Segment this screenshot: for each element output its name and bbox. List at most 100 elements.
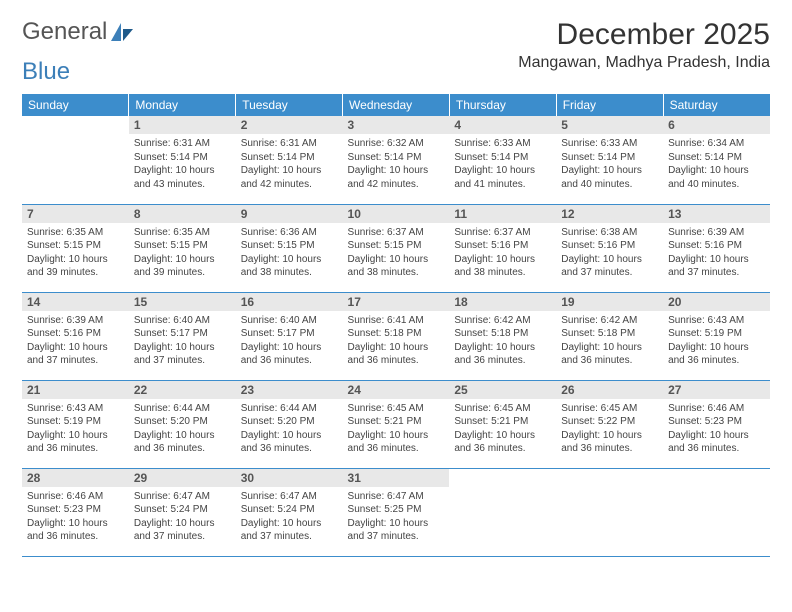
day-detail: Sunrise: 6:46 AMSunset: 5:23 PMDaylight:…: [663, 399, 770, 459]
day-detail: Sunrise: 6:40 AMSunset: 5:17 PMDaylight:…: [236, 311, 343, 371]
calendar-cell: 26Sunrise: 6:45 AMSunset: 5:22 PMDayligh…: [556, 380, 663, 468]
day-detail: Sunrise: 6:32 AMSunset: 5:14 PMDaylight:…: [343, 134, 450, 194]
weekday-saturday: Saturday: [663, 94, 770, 116]
day-detail: Sunrise: 6:33 AMSunset: 5:14 PMDaylight:…: [449, 134, 556, 194]
day-number: 20: [663, 293, 770, 311]
calendar-cell: 22Sunrise: 6:44 AMSunset: 5:20 PMDayligh…: [129, 380, 236, 468]
day-number: 28: [22, 469, 129, 487]
day-detail: Sunrise: 6:45 AMSunset: 5:22 PMDaylight:…: [556, 399, 663, 459]
calendar-cell: 13Sunrise: 6:39 AMSunset: 5:16 PMDayligh…: [663, 204, 770, 292]
day-number: 24: [343, 381, 450, 399]
weekday-thursday: Thursday: [449, 94, 556, 116]
calendar-body: ..1Sunrise: 6:31 AMSunset: 5:14 PMDaylig…: [22, 116, 770, 556]
calendar-cell: 7Sunrise: 6:35 AMSunset: 5:15 PMDaylight…: [22, 204, 129, 292]
day-number: 6: [663, 116, 770, 134]
day-number: 3: [343, 116, 450, 134]
calendar-cell: 10Sunrise: 6:37 AMSunset: 5:15 PMDayligh…: [343, 204, 450, 292]
day-number: 16: [236, 293, 343, 311]
day-detail: Sunrise: 6:38 AMSunset: 5:16 PMDaylight:…: [556, 223, 663, 283]
day-number: 4: [449, 116, 556, 134]
day-detail: Sunrise: 6:44 AMSunset: 5:20 PMDaylight:…: [236, 399, 343, 459]
day-detail: Sunrise: 6:46 AMSunset: 5:23 PMDaylight:…: [22, 487, 129, 547]
day-number: 5: [556, 116, 663, 134]
calendar-cell: ..: [449, 468, 556, 556]
day-detail: Sunrise: 6:40 AMSunset: 5:17 PMDaylight:…: [129, 311, 236, 371]
calendar-cell: 27Sunrise: 6:46 AMSunset: 5:23 PMDayligh…: [663, 380, 770, 468]
day-number: 26: [556, 381, 663, 399]
sail-icon: [109, 21, 135, 43]
calendar-cell: ..: [663, 468, 770, 556]
day-detail: Sunrise: 6:42 AMSunset: 5:18 PMDaylight:…: [449, 311, 556, 371]
day-number: 2: [236, 116, 343, 134]
day-detail: Sunrise: 6:42 AMSunset: 5:18 PMDaylight:…: [556, 311, 663, 371]
day-detail: Sunrise: 6:43 AMSunset: 5:19 PMDaylight:…: [22, 399, 129, 459]
calendar-table: SundayMondayTuesdayWednesdayThursdayFrid…: [22, 94, 770, 557]
calendar-cell: 15Sunrise: 6:40 AMSunset: 5:17 PMDayligh…: [129, 292, 236, 380]
day-detail: Sunrise: 6:41 AMSunset: 5:18 PMDaylight:…: [343, 311, 450, 371]
calendar-cell: 18Sunrise: 6:42 AMSunset: 5:18 PMDayligh…: [449, 292, 556, 380]
calendar-cell: 21Sunrise: 6:43 AMSunset: 5:19 PMDayligh…: [22, 380, 129, 468]
calendar-cell: 23Sunrise: 6:44 AMSunset: 5:20 PMDayligh…: [236, 380, 343, 468]
calendar-row: 7Sunrise: 6:35 AMSunset: 5:15 PMDaylight…: [22, 204, 770, 292]
day-number: 14: [22, 293, 129, 311]
day-detail: Sunrise: 6:35 AMSunset: 5:15 PMDaylight:…: [129, 223, 236, 283]
calendar-cell: 8Sunrise: 6:35 AMSunset: 5:15 PMDaylight…: [129, 204, 236, 292]
day-detail: Sunrise: 6:36 AMSunset: 5:15 PMDaylight:…: [236, 223, 343, 283]
day-number: 8: [129, 205, 236, 223]
calendar-cell: 30Sunrise: 6:47 AMSunset: 5:24 PMDayligh…: [236, 468, 343, 556]
weekday-monday: Monday: [129, 94, 236, 116]
day-number: 29: [129, 469, 236, 487]
day-number: 11: [449, 205, 556, 223]
calendar-cell: 3Sunrise: 6:32 AMSunset: 5:14 PMDaylight…: [343, 116, 450, 204]
calendar-cell: 6Sunrise: 6:34 AMSunset: 5:14 PMDaylight…: [663, 116, 770, 204]
calendar-cell: 28Sunrise: 6:46 AMSunset: 5:23 PMDayligh…: [22, 468, 129, 556]
day-detail: Sunrise: 6:31 AMSunset: 5:14 PMDaylight:…: [236, 134, 343, 194]
weekday-wednesday: Wednesday: [343, 94, 450, 116]
day-detail: Sunrise: 6:37 AMSunset: 5:16 PMDaylight:…: [449, 223, 556, 283]
day-detail: Sunrise: 6:44 AMSunset: 5:20 PMDaylight:…: [129, 399, 236, 459]
calendar-cell: 5Sunrise: 6:33 AMSunset: 5:14 PMDaylight…: [556, 116, 663, 204]
calendar-cell: 17Sunrise: 6:41 AMSunset: 5:18 PMDayligh…: [343, 292, 450, 380]
calendar-cell: 4Sunrise: 6:33 AMSunset: 5:14 PMDaylight…: [449, 116, 556, 204]
day-number: 19: [556, 293, 663, 311]
calendar-cell: 20Sunrise: 6:43 AMSunset: 5:19 PMDayligh…: [663, 292, 770, 380]
brand-text-2: Blue: [22, 58, 70, 85]
day-detail: Sunrise: 6:39 AMSunset: 5:16 PMDaylight:…: [663, 223, 770, 283]
calendar-row: 28Sunrise: 6:46 AMSunset: 5:23 PMDayligh…: [22, 468, 770, 556]
day-detail: Sunrise: 6:37 AMSunset: 5:15 PMDaylight:…: [343, 223, 450, 283]
calendar-row: ..1Sunrise: 6:31 AMSunset: 5:14 PMDaylig…: [22, 116, 770, 204]
calendar-cell: 9Sunrise: 6:36 AMSunset: 5:15 PMDaylight…: [236, 204, 343, 292]
day-detail: Sunrise: 6:47 AMSunset: 5:24 PMDaylight:…: [236, 487, 343, 547]
day-detail: Sunrise: 6:47 AMSunset: 5:24 PMDaylight:…: [129, 487, 236, 547]
calendar-cell: 31Sunrise: 6:47 AMSunset: 5:25 PMDayligh…: [343, 468, 450, 556]
day-detail: Sunrise: 6:47 AMSunset: 5:25 PMDaylight:…: [343, 487, 450, 547]
day-number: 9: [236, 205, 343, 223]
month-title: December 2025: [518, 18, 770, 52]
day-detail: Sunrise: 6:45 AMSunset: 5:21 PMDaylight:…: [343, 399, 450, 459]
calendar-row: 21Sunrise: 6:43 AMSunset: 5:19 PMDayligh…: [22, 380, 770, 468]
day-number: 27: [663, 381, 770, 399]
day-number: 10: [343, 205, 450, 223]
day-detail: Sunrise: 6:31 AMSunset: 5:14 PMDaylight:…: [129, 134, 236, 194]
day-detail: Sunrise: 6:33 AMSunset: 5:14 PMDaylight:…: [556, 134, 663, 194]
calendar-cell: 16Sunrise: 6:40 AMSunset: 5:17 PMDayligh…: [236, 292, 343, 380]
day-detail: Sunrise: 6:43 AMSunset: 5:19 PMDaylight:…: [663, 311, 770, 371]
day-number: 13: [663, 205, 770, 223]
calendar-cell: ..: [22, 116, 129, 204]
calendar-cell: 29Sunrise: 6:47 AMSunset: 5:24 PMDayligh…: [129, 468, 236, 556]
calendar-cell: 25Sunrise: 6:45 AMSunset: 5:21 PMDayligh…: [449, 380, 556, 468]
calendar-row: 14Sunrise: 6:39 AMSunset: 5:16 PMDayligh…: [22, 292, 770, 380]
calendar-cell: 12Sunrise: 6:38 AMSunset: 5:16 PMDayligh…: [556, 204, 663, 292]
day-number: 21: [22, 381, 129, 399]
weekday-friday: Friday: [556, 94, 663, 116]
day-number: 7: [22, 205, 129, 223]
day-number: 25: [449, 381, 556, 399]
day-number: 31: [343, 469, 450, 487]
calendar-cell: 19Sunrise: 6:42 AMSunset: 5:18 PMDayligh…: [556, 292, 663, 380]
calendar-cell: ..: [556, 468, 663, 556]
day-number: 22: [129, 381, 236, 399]
day-detail: Sunrise: 6:34 AMSunset: 5:14 PMDaylight:…: [663, 134, 770, 194]
day-number: 18: [449, 293, 556, 311]
day-detail: Sunrise: 6:39 AMSunset: 5:16 PMDaylight:…: [22, 311, 129, 371]
brand-text-1: General: [22, 18, 107, 46]
